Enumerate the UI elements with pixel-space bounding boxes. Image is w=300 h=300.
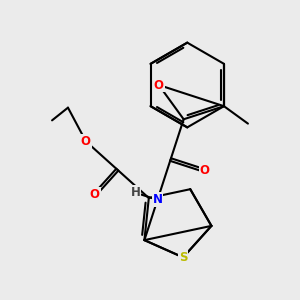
- Text: S: S: [179, 251, 187, 264]
- Text: O: O: [90, 188, 100, 201]
- Text: N: N: [152, 193, 163, 206]
- Text: O: O: [154, 79, 164, 92]
- Text: H: H: [130, 186, 140, 199]
- Text: O: O: [81, 135, 91, 148]
- Text: O: O: [200, 164, 210, 177]
